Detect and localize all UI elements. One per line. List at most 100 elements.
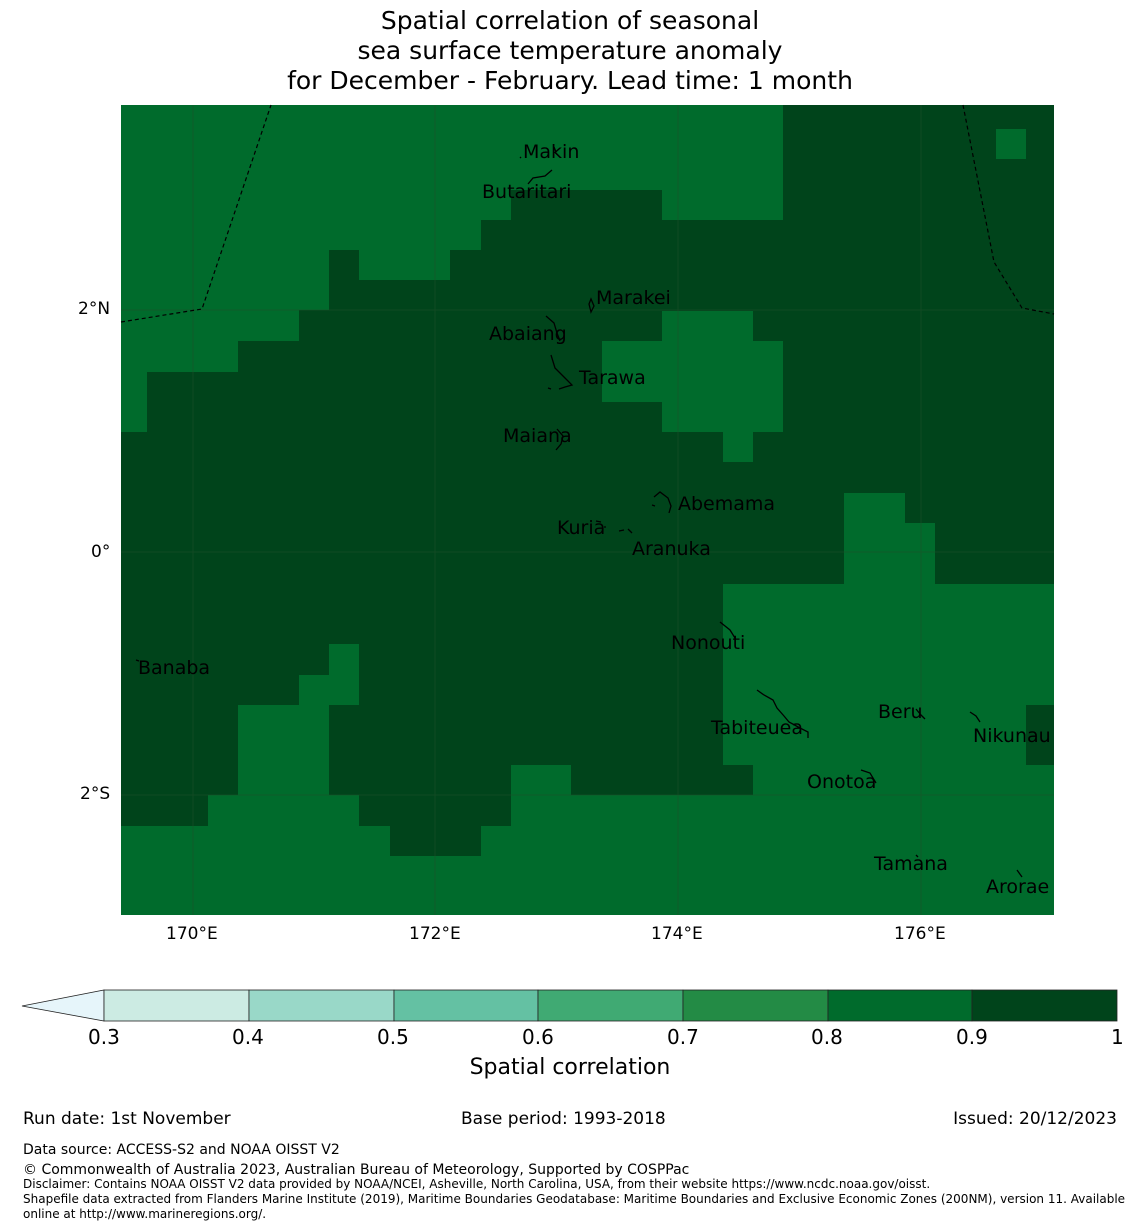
y-tick-2s: 2°S bbox=[80, 784, 111, 804]
title-line-1: Spatial correlation of seasonal bbox=[380, 6, 760, 35]
region-north-west-6 bbox=[121, 280, 329, 310]
aranuka-outline bbox=[618, 528, 633, 534]
island-label-beru: Beru bbox=[878, 701, 923, 723]
island-outlines bbox=[135, 146, 1023, 878]
region-north-central bbox=[662, 190, 783, 220]
island-label-tarawa: Tarawa bbox=[579, 367, 646, 389]
region-north-west-2 bbox=[121, 190, 511, 220]
chart-title: Spatial correlation of seasonal sea surf… bbox=[0, 6, 1140, 96]
correlation-regions-0.8-0.9 bbox=[121, 105, 1054, 915]
island-label-butaritari: Butaritari bbox=[482, 181, 572, 203]
colorbar-segment-0.8-0.9 bbox=[827, 989, 973, 1022]
colorbar-tick-0.3: 0.3 bbox=[88, 1025, 120, 1049]
x-tick-170e: 170°E bbox=[166, 924, 218, 944]
island-label-banaba: Banaba bbox=[138, 657, 211, 679]
nikunau-outline bbox=[969, 711, 981, 723]
region-south-dark-4 bbox=[121, 795, 208, 826]
colorbar-segment-0.5-0.6 bbox=[393, 989, 539, 1022]
butaritari-outline bbox=[527, 169, 553, 185]
colorbar-tick-0.8: 0.8 bbox=[811, 1025, 843, 1049]
colorbar-tick-1: 1 bbox=[1111, 1025, 1124, 1049]
island-label-aranuka: Aranuka bbox=[632, 538, 711, 560]
island-label-onotoa: Onotoa bbox=[807, 771, 877, 793]
colorbar-tick-0.4: 0.4 bbox=[232, 1025, 264, 1049]
island-label-tamana: Tamana bbox=[874, 853, 948, 875]
region-south-west-2 bbox=[299, 675, 359, 705]
gridlines bbox=[121, 105, 1054, 915]
base-period: Base period: 1993-2018 bbox=[461, 1109, 666, 1129]
colorbar-segment-0.6-0.7 bbox=[537, 989, 684, 1022]
region-east-2 bbox=[844, 523, 935, 584]
y-tick-equator: 0° bbox=[91, 542, 111, 562]
colorbar-tick-0.7: 0.7 bbox=[667, 1025, 699, 1049]
colorbar-segment-0.3-0.4 bbox=[103, 989, 250, 1022]
island-label-tabiteuea: Tabiteuea bbox=[711, 717, 803, 739]
copyright: © Commonwealth of Australia 2023, Austra… bbox=[23, 1162, 690, 1178]
issued-date: Issued: 20/12/2023 bbox=[953, 1109, 1117, 1129]
tarawa-outline bbox=[547, 354, 574, 390]
island-label-makin: Makin bbox=[523, 141, 580, 163]
colorbar-tick-0.9: 0.9 bbox=[956, 1025, 988, 1049]
island-label-abaiang: Abaiang bbox=[489, 323, 567, 345]
region-north-west bbox=[121, 105, 783, 190]
colorbar-label: Spatial correlation bbox=[469, 1055, 671, 1080]
region-south-east-3 bbox=[753, 765, 1054, 795]
marakei-outline bbox=[588, 297, 595, 314]
arorae-outline bbox=[1016, 869, 1023, 878]
region-west-2 bbox=[121, 341, 238, 372]
y-tick-2n: 2°N bbox=[78, 299, 111, 319]
region-south-1 bbox=[511, 765, 571, 795]
title-line-2: sea surface temperature anomaly bbox=[357, 36, 783, 65]
abemama-outline bbox=[651, 491, 672, 514]
island-label-kuria: Kuria bbox=[557, 517, 606, 539]
region-tarawa-east-1 bbox=[662, 311, 753, 341]
shapefile-credit-line-1: Shapefile data extracted from Flanders M… bbox=[23, 1192, 1126, 1206]
region-south-3 bbox=[121, 826, 1054, 915]
region-south-east-1 bbox=[723, 584, 1054, 705]
maiana-outline bbox=[555, 428, 564, 451]
x-tick-176e: 176°E bbox=[894, 924, 946, 944]
region-tarawa-east-4 bbox=[723, 432, 753, 462]
abaiang-outline bbox=[545, 315, 561, 342]
tamana-outline bbox=[915, 854, 919, 858]
x-tick-174e: 174°E bbox=[651, 924, 703, 944]
makin-outline bbox=[519, 146, 557, 159]
region-west-1 bbox=[121, 310, 299, 341]
island-label-nonouti: Nonouti bbox=[671, 632, 746, 654]
colorbar-segment-0.4-0.5 bbox=[248, 989, 395, 1022]
eez-boundaries bbox=[120, 104, 1055, 323]
region-north-west-3 bbox=[121, 220, 481, 250]
title-line-3: for December - February. Lead time: 1 mo… bbox=[287, 66, 853, 95]
data-source: Data source: ACCESS-S2 and NOAA OISST V2 bbox=[23, 1142, 340, 1158]
island-label-nikunau: Nikunau bbox=[973, 725, 1051, 747]
run-date: Run date: 1st November bbox=[23, 1109, 231, 1129]
region-south-west-3 bbox=[329, 644, 359, 675]
colorbar bbox=[21, 989, 1118, 1022]
colorbar-segment-0.9-1.0 bbox=[971, 989, 1118, 1022]
region-north-east-square bbox=[996, 129, 1026, 159]
region-west-3 bbox=[121, 372, 147, 432]
island-label-maiana: Maiana bbox=[503, 425, 572, 447]
colorbar-extend-arrow bbox=[21, 989, 105, 1022]
region-north-west-5 bbox=[359, 250, 450, 280]
region-east-1 bbox=[844, 493, 905, 523]
island-label-marakei: Marakei bbox=[596, 287, 671, 309]
island-label-arorae: Arorae bbox=[986, 876, 1050, 898]
banaba-outline bbox=[135, 659, 140, 662]
beru-outline bbox=[915, 708, 926, 720]
region-south-2 bbox=[208, 795, 1054, 826]
nonouti-outline bbox=[719, 621, 736, 639]
colorbar-tick-0.6: 0.6 bbox=[522, 1025, 554, 1049]
colorbar-tick-0.5: 0.5 bbox=[377, 1025, 409, 1049]
eez-boundary-east bbox=[962, 104, 1055, 315]
shapefile-credit-line-2: online at http://www.marineregions.org/. bbox=[23, 1207, 267, 1221]
map-panel bbox=[120, 104, 1055, 915]
region-tarawa-east-2 bbox=[602, 341, 783, 402]
region-tarawa-east-3 bbox=[662, 402, 783, 432]
colorbar-segment-0.7-0.8 bbox=[682, 989, 829, 1022]
disclaimer: Disclaimer: Contains NOAA OISST V2 data … bbox=[23, 1177, 931, 1191]
onotoa-outline bbox=[860, 769, 877, 784]
tabiteuea-outline bbox=[756, 689, 809, 738]
eez-boundary-west bbox=[120, 104, 272, 323]
region-south-west-1 bbox=[238, 705, 329, 795]
